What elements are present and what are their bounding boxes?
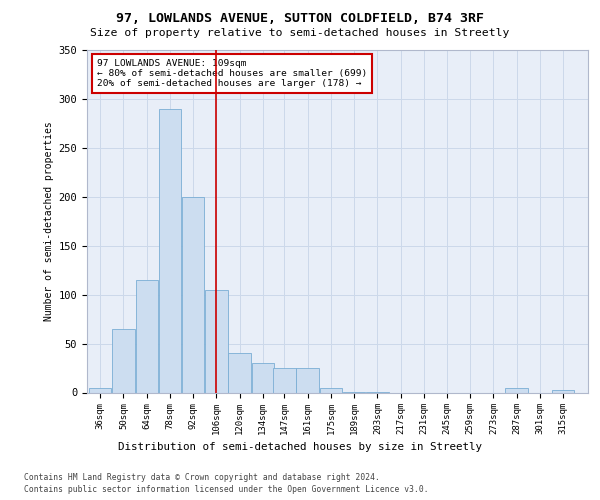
Text: Distribution of semi-detached houses by size in Streetly: Distribution of semi-detached houses by …: [118, 442, 482, 452]
Y-axis label: Number of semi-detached properties: Number of semi-detached properties: [44, 122, 55, 321]
Bar: [112, 329, 134, 392]
Text: Size of property relative to semi-detached houses in Streetly: Size of property relative to semi-detach…: [91, 28, 509, 38]
Bar: [159, 108, 181, 393]
Bar: [296, 368, 319, 392]
Bar: [273, 368, 296, 392]
Text: 97, LOWLANDS AVENUE, SUTTON COLDFIELD, B74 3RF: 97, LOWLANDS AVENUE, SUTTON COLDFIELD, B…: [116, 12, 484, 26]
Bar: [320, 388, 342, 392]
Bar: [505, 388, 528, 392]
Text: Contains public sector information licensed under the Open Government Licence v3: Contains public sector information licen…: [24, 485, 428, 494]
Bar: [136, 280, 158, 392]
Bar: [251, 363, 274, 392]
Bar: [552, 390, 574, 392]
Bar: [229, 354, 251, 393]
Text: Contains HM Land Registry data © Crown copyright and database right 2024.: Contains HM Land Registry data © Crown c…: [24, 472, 380, 482]
Bar: [205, 290, 227, 392]
Bar: [89, 388, 112, 392]
Bar: [182, 197, 205, 392]
Text: 97 LOWLANDS AVENUE: 109sqm
← 80% of semi-detached houses are smaller (699)
20% o: 97 LOWLANDS AVENUE: 109sqm ← 80% of semi…: [97, 58, 367, 88]
